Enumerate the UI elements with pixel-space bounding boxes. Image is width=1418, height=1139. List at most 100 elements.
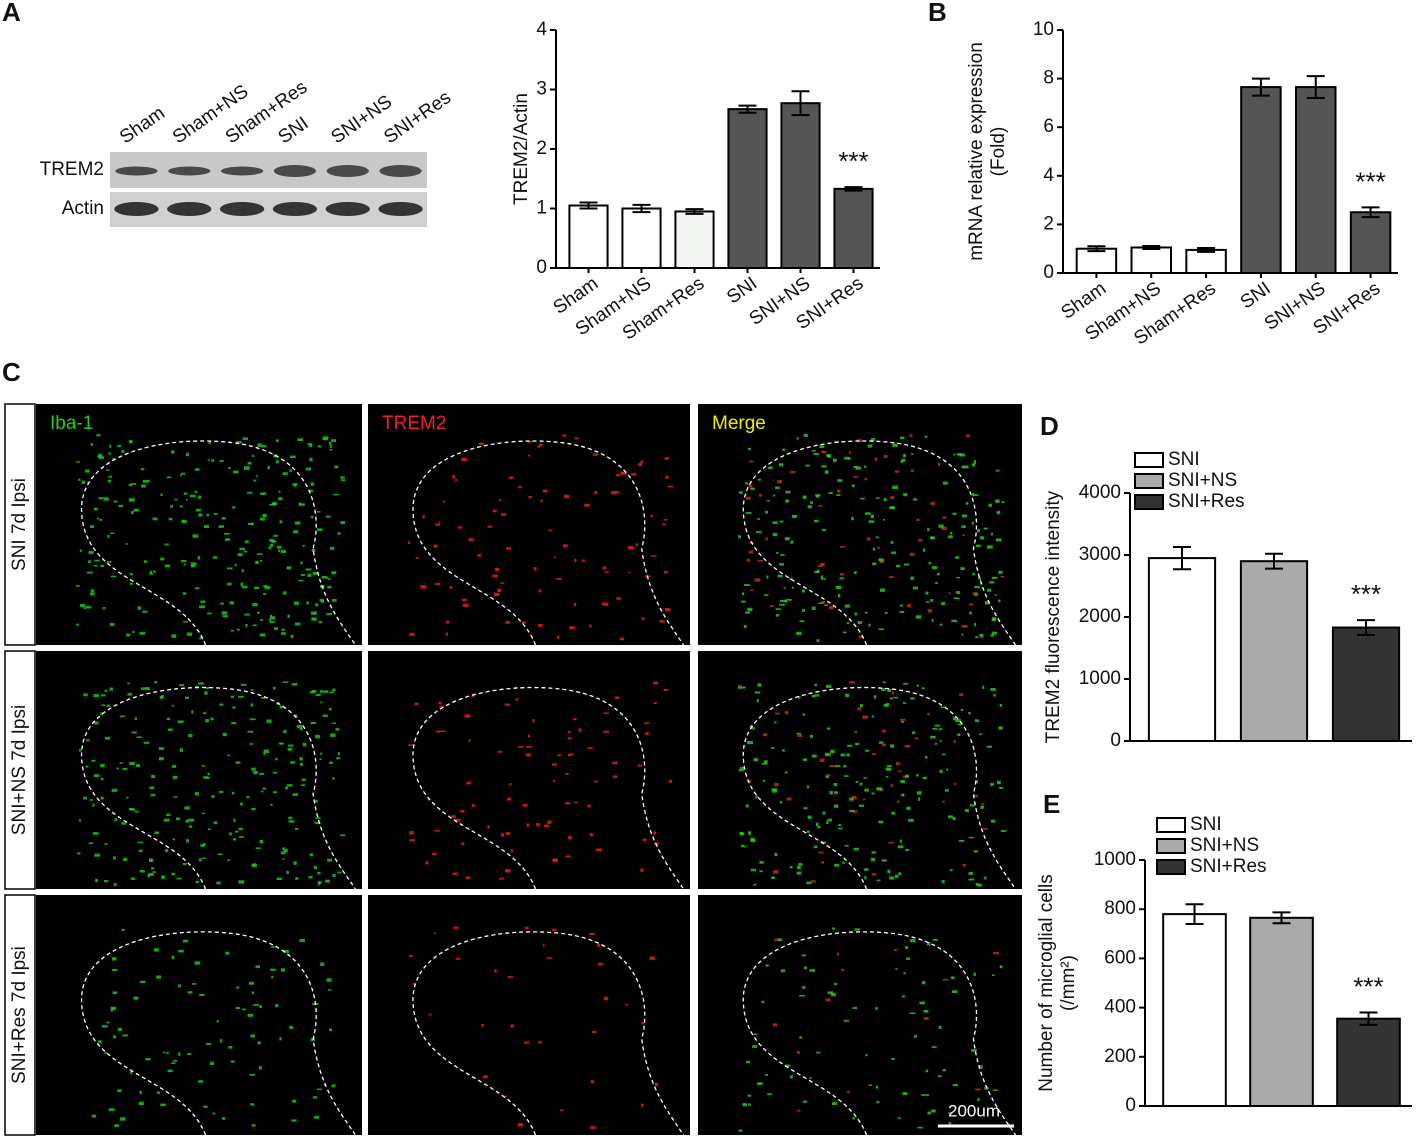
cell-signal xyxy=(198,513,203,517)
cell-signal xyxy=(231,791,235,795)
cell-signal xyxy=(319,752,323,755)
cell-signal xyxy=(161,875,166,879)
cell-signal xyxy=(941,601,946,606)
cell-signal xyxy=(999,704,1003,707)
cell-signal xyxy=(858,635,864,639)
cell-signal xyxy=(325,515,331,518)
error-bar xyxy=(738,104,757,114)
cell-signal xyxy=(279,1037,282,1041)
bar xyxy=(1162,913,1227,1107)
cell-signal xyxy=(171,634,177,638)
cell-signal xyxy=(290,634,294,639)
x-tick-label: SNI xyxy=(1237,278,1275,313)
cell-signal xyxy=(748,1103,751,1106)
cell-signal xyxy=(952,512,957,515)
cell-signal xyxy=(195,685,199,689)
cell-signal xyxy=(954,782,957,786)
cell-signal xyxy=(540,499,543,503)
cell-signal xyxy=(198,495,202,499)
cell-signal xyxy=(942,1068,946,1072)
cell-signal xyxy=(597,943,601,948)
cell-signal xyxy=(973,972,976,976)
cell-signal xyxy=(235,761,241,764)
cell-signal xyxy=(818,851,824,854)
cell-signal xyxy=(241,1008,247,1011)
cell-signal xyxy=(953,740,956,744)
cell-signal xyxy=(329,441,332,446)
cell-signal xyxy=(143,560,148,563)
cell-signal xyxy=(332,688,336,692)
cell-signal xyxy=(273,534,278,537)
cell-signal xyxy=(538,589,541,593)
y-tick-label: 4000 xyxy=(1079,482,1121,503)
cell-signal xyxy=(206,612,212,615)
cell-signal xyxy=(537,445,540,448)
cell-signal xyxy=(268,546,272,550)
cell-signal xyxy=(892,485,899,489)
cell-signal xyxy=(578,728,582,732)
region-outline xyxy=(742,686,1017,890)
cell-signal xyxy=(821,450,827,454)
cell-signal xyxy=(866,537,871,541)
cell-signal xyxy=(187,991,193,994)
cell-signal xyxy=(825,821,829,825)
legend-label: SNI+Res xyxy=(1168,491,1245,512)
cell-signal xyxy=(235,830,239,833)
cell-signal xyxy=(160,557,165,561)
cell-signal xyxy=(234,563,237,567)
cell-signal xyxy=(990,688,996,691)
cell-signal xyxy=(852,1006,858,1010)
cell-signal xyxy=(833,982,838,986)
cell-signal xyxy=(255,475,258,477)
cell-signal xyxy=(958,840,965,842)
cell-signal xyxy=(185,696,189,699)
cell-signal xyxy=(201,765,205,767)
cell-signal xyxy=(190,562,197,566)
cell-signal xyxy=(968,603,974,606)
cell-signal xyxy=(972,592,978,595)
cell-signal xyxy=(978,576,981,580)
cell-signal xyxy=(477,553,482,557)
cell-signal xyxy=(292,483,298,485)
cell-signal xyxy=(176,817,181,821)
cell-signal xyxy=(574,558,577,563)
cell-signal xyxy=(790,540,794,544)
cell-signal xyxy=(973,794,979,797)
cell-signal xyxy=(852,1117,855,1120)
cell-signal xyxy=(773,721,777,724)
cell-signal xyxy=(752,1045,758,1048)
cell-signal xyxy=(743,624,747,629)
cell-signal xyxy=(854,612,858,616)
cell-signal xyxy=(799,620,805,623)
cell-signal xyxy=(76,852,81,855)
cell-signal xyxy=(282,472,288,476)
cell-signal xyxy=(934,742,938,745)
cell-signal xyxy=(750,589,754,592)
cell-signal xyxy=(84,469,90,473)
cell-signal xyxy=(900,718,906,721)
cell-signal xyxy=(338,752,341,756)
cell-signal xyxy=(745,611,751,614)
cell-signal xyxy=(816,1051,821,1054)
cell-signal xyxy=(589,624,592,628)
cell-signal xyxy=(604,571,610,573)
cell-signal xyxy=(328,1028,333,1032)
y-tick-label: 1 xyxy=(536,198,547,219)
y-tick-label: 2000 xyxy=(1079,606,1121,627)
cell-signal xyxy=(278,497,283,501)
cell-signal xyxy=(422,514,425,519)
cell-signal xyxy=(953,597,960,600)
cell-signal xyxy=(320,701,323,704)
cell-signal xyxy=(762,779,766,782)
cell-signal xyxy=(236,441,242,444)
cell-signal xyxy=(971,463,976,467)
cell-signal xyxy=(816,639,820,642)
cell-signal xyxy=(285,786,288,790)
cell-signal xyxy=(267,465,270,470)
cell-signal xyxy=(942,800,945,803)
cell-signal xyxy=(163,818,170,822)
cell-signal xyxy=(182,592,187,595)
cell-signal xyxy=(94,853,100,857)
cell-signal xyxy=(664,570,668,574)
cell-signal xyxy=(757,518,760,520)
